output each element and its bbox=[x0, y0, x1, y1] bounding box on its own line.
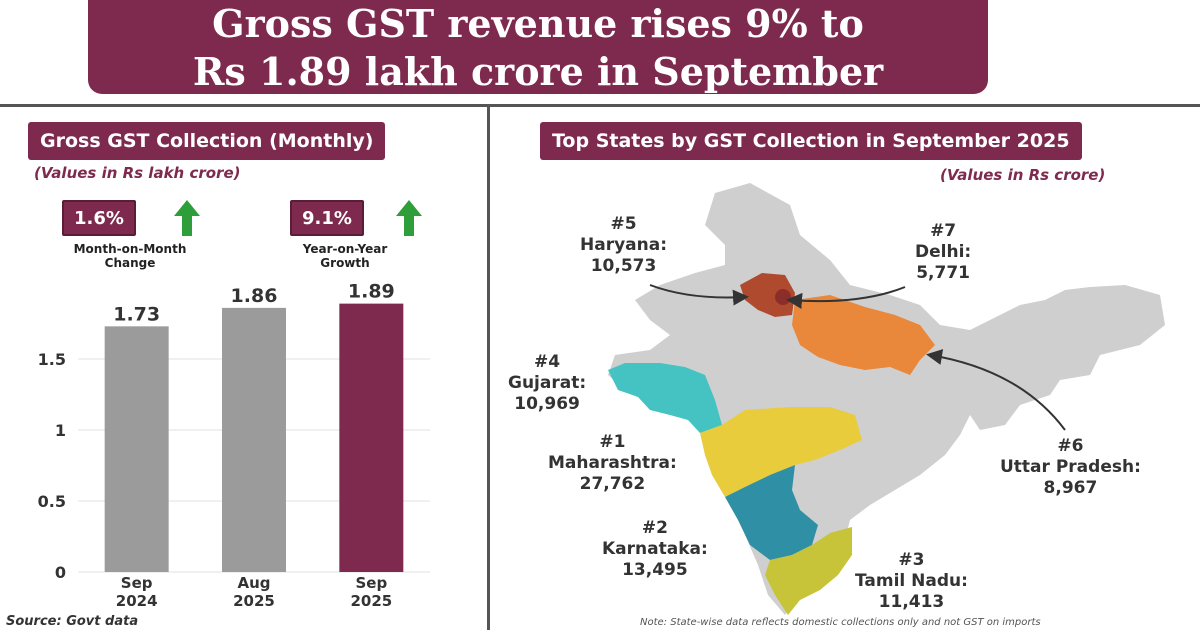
state-rank: #4 bbox=[534, 352, 561, 372]
state-value: 5,771 bbox=[916, 263, 970, 283]
yoy-label-line-1: Year-on-Year bbox=[302, 242, 388, 256]
state-label-uttar-pradesh: #6 Uttar Pradesh: 8,967 bbox=[1000, 436, 1141, 499]
maharashtra-region bbox=[700, 407, 862, 497]
y-tick-label: 1 bbox=[55, 421, 66, 440]
state-label-haryana: #5 Haryana: 10,573 bbox=[580, 214, 667, 277]
bar-value-label: 1.73 bbox=[113, 303, 160, 325]
gujarat-region bbox=[608, 363, 722, 433]
state-name: Maharashtra: bbox=[548, 453, 677, 473]
state-rank: #1 bbox=[599, 432, 626, 452]
bar bbox=[222, 307, 286, 572]
state-name: Delhi: bbox=[915, 242, 972, 262]
y-tick-label: 0 bbox=[55, 563, 66, 582]
state-rank: #2 bbox=[641, 518, 668, 538]
state-value: 27,762 bbox=[579, 474, 646, 494]
right-panel-units: (Values in Rs crore) bbox=[940, 166, 1106, 184]
uttar-pradesh-region bbox=[792, 295, 935, 375]
state-value: 8,967 bbox=[1043, 478, 1098, 498]
yoy-label-line-2: Growth bbox=[320, 256, 370, 270]
karnataka-region bbox=[725, 465, 818, 560]
state-name: Tamil Nadu: bbox=[855, 571, 968, 591]
yoy-value-badge: 9.1% bbox=[290, 200, 364, 236]
source-note: Source: Govt data bbox=[6, 614, 139, 629]
state-value: 11,413 bbox=[878, 592, 945, 612]
mom-label-line-2: Change bbox=[104, 256, 156, 270]
haryana-region bbox=[740, 273, 795, 317]
y-tick-label: 0.5 bbox=[38, 492, 66, 511]
x-tick-label: 2025 bbox=[350, 592, 392, 610]
state-label-gujarat: #4 Gujarat: 10,969 bbox=[508, 352, 586, 415]
up-arrow-icon bbox=[396, 200, 422, 236]
x-tick-label: Sep bbox=[121, 574, 153, 592]
haryana-pointer-arrow bbox=[649, 284, 749, 306]
bar bbox=[339, 303, 404, 572]
state-rank: #7 bbox=[930, 221, 957, 241]
title-line-2: Rs 1.89 lakh crore in September bbox=[192, 49, 884, 94]
left-panel-title: Gross GST Collection (Monthly) bbox=[28, 122, 386, 160]
delhi-region bbox=[775, 289, 791, 305]
header-divider bbox=[0, 104, 1200, 107]
x-tick-label: Aug bbox=[237, 574, 270, 592]
bar bbox=[104, 326, 169, 572]
state-label-maharashtra: #1 Maharashtra: 27,762 bbox=[548, 432, 677, 495]
state-name: Haryana: bbox=[580, 235, 668, 255]
state-rank: #6 bbox=[1057, 436, 1084, 456]
bar-value-label: 1.86 bbox=[231, 285, 278, 307]
footnote: Note: State-wise data reflects domestic … bbox=[640, 617, 1041, 628]
state-value: 10,573 bbox=[590, 256, 657, 276]
up-arrow-icon bbox=[174, 200, 200, 236]
uttar-pradesh-pointer-arrow bbox=[926, 349, 1066, 431]
delhi-pointer-arrow bbox=[786, 286, 906, 309]
y-tick-label: 1.5 bbox=[38, 350, 66, 369]
tamil-nadu-region bbox=[765, 527, 852, 615]
title-line-1: Gross GST revenue rises 9% to bbox=[212, 1, 864, 46]
mom-label-line-1: Month-on-Month bbox=[73, 242, 187, 256]
right-panel-title: Top States by GST Collection in Septembe… bbox=[540, 122, 1082, 160]
state-value: 13,495 bbox=[622, 560, 688, 580]
state-name: Karnataka: bbox=[602, 539, 708, 559]
state-rank: #5 bbox=[610, 214, 637, 234]
state-value: 10,969 bbox=[514, 394, 580, 414]
left-panel-units: (Values in Rs lakh crore) bbox=[34, 164, 241, 182]
x-tick-label: 2024 bbox=[116, 592, 158, 610]
x-tick-label: 2025 bbox=[233, 592, 275, 610]
gst-bar-chart: 00.511.51.73Sep20241.86Aug20251.89Sep202… bbox=[38, 281, 430, 610]
title-banner: Gross GST revenue rises 9% to Rs 1.89 la… bbox=[88, 0, 988, 94]
mom-label: Month-on-Month Change bbox=[40, 242, 220, 270]
india-state-map bbox=[608, 183, 1165, 615]
state-name: Gujarat: bbox=[508, 373, 587, 393]
state-name: Uttar Pradesh: bbox=[1000, 457, 1141, 477]
yoy-label: Year-on-Year Growth bbox=[270, 242, 420, 270]
state-label-karnataka: #2 Karnataka: 13,495 bbox=[602, 518, 708, 581]
bar-value-label: 1.89 bbox=[348, 281, 395, 303]
state-rank: #3 bbox=[898, 550, 925, 570]
state-label-delhi: #7 Delhi: 5,771 bbox=[915, 221, 971, 284]
x-tick-label: Sep bbox=[355, 574, 387, 592]
state-label-tamil-nadu: #3 Tamil Nadu: 11,413 bbox=[855, 550, 968, 613]
panel-divider bbox=[487, 104, 490, 630]
mom-value-badge: 1.6% bbox=[62, 200, 136, 236]
